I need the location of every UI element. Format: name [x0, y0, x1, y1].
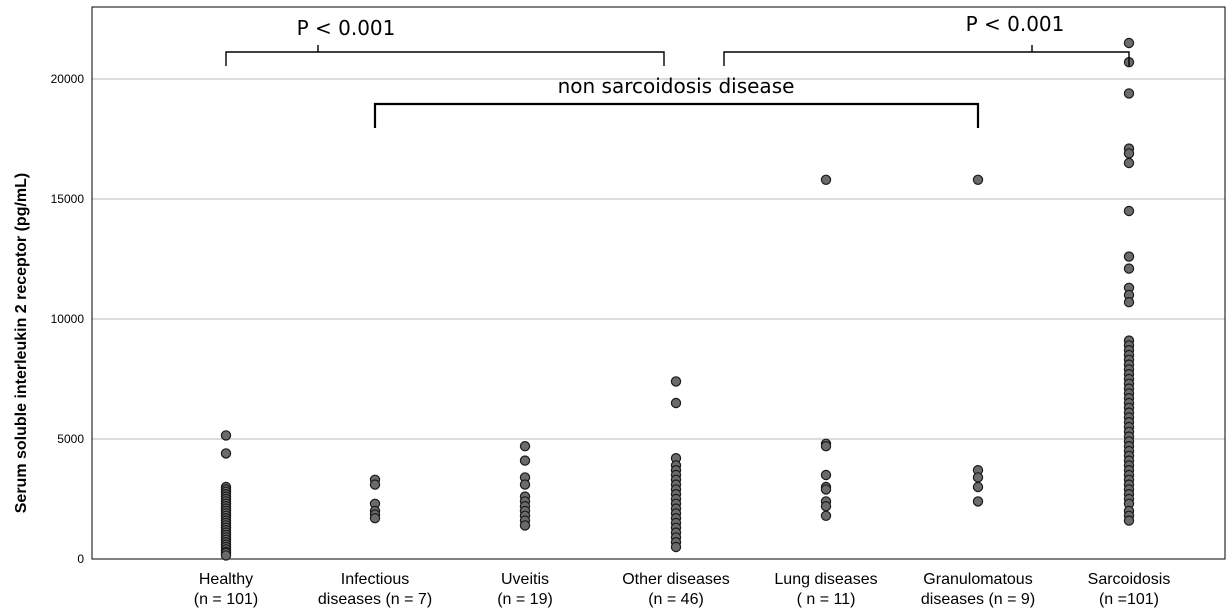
point-5-4: [820, 469, 832, 481]
point-3-1: [519, 441, 531, 452]
point-5-8: [820, 501, 832, 512]
point-1-1: [220, 430, 232, 441]
y-tick-label-20000: 20000: [51, 72, 85, 86]
bracket-left-line: [225, 45, 665, 66]
category-label-4-line1: Other diseases: [622, 571, 730, 588]
category-label-2-line2: diseases (n = 7): [318, 591, 432, 608]
point-7-50: [1123, 515, 1135, 526]
category-label-7-line1: Sarcoidosis: [1088, 571, 1171, 588]
point-4-21: [670, 541, 682, 553]
point-7-8: [1123, 251, 1135, 262]
x-category-labels: Healthy (n = 101) Infectious diseases (n = …: [194, 571, 1171, 608]
point-6-3: [972, 472, 984, 483]
category-label-5-line2: ( n = 11): [797, 591, 856, 608]
point-7-5: [1123, 148, 1135, 159]
y-tick-label-15000: 15000: [51, 192, 85, 206]
category-label-3-line1: Uveitis: [501, 571, 549, 588]
category-label-6-line1: Granulomatous: [923, 571, 1032, 588]
y-tick-labels: 0 5000 10000 15000 20000: [51, 72, 85, 566]
point-5-3: [820, 441, 832, 452]
p-value-left: P < 0.001: [297, 16, 396, 40]
category-label-1-line1: Healthy: [199, 571, 253, 588]
point-7-6: [1123, 157, 1135, 169]
point-6-1: [972, 174, 984, 185]
category-label-5-line1: Lung diseases: [774, 571, 877, 588]
point-3-11: [519, 520, 531, 531]
p-value-right: P < 0.001: [966, 12, 1065, 36]
non-sarcoidosis-bracket-line: [373, 102, 980, 128]
point-2-2: [369, 479, 381, 490]
point-6-5: [972, 496, 984, 507]
point-5-9: [820, 510, 832, 521]
category-label-3-line2: (n = 19): [497, 591, 553, 608]
point-4-1: [670, 376, 682, 387]
point-1-2: [220, 448, 232, 459]
point-7-12: [1123, 297, 1135, 308]
y-axis-label: Serum soluble interleukin 2 receptor (pg…: [13, 173, 30, 514]
point-7-1: [1123, 37, 1135, 49]
category-label-1-line2: (n = 101): [194, 591, 258, 608]
point-1-32: [220, 550, 232, 561]
data-points: [220, 37, 1135, 561]
gridlines: [92, 78, 1225, 440]
y-tick-label-0: 0: [77, 552, 84, 566]
y-tick-label-10000: 10000: [51, 312, 85, 326]
bracket-right-line: [723, 45, 1130, 66]
point-5-6: [820, 484, 832, 495]
point-7-9: [1123, 263, 1135, 274]
p-value-bracket-right: P < 0.001: [723, 12, 1130, 66]
non-sarcoidosis-bracket: non sarcoidosis disease: [373, 74, 980, 128]
point-2-6: [369, 513, 381, 524]
category-label-6-line2: diseases (n = 9): [921, 591, 1035, 608]
p-value-bracket-left: P < 0.001: [225, 16, 665, 66]
category-label-7-line2: (n =101): [1099, 591, 1159, 608]
point-3-2: [519, 455, 531, 466]
point-7-7: [1123, 205, 1135, 217]
category-label-4-line2: (n = 46): [648, 591, 704, 608]
category-label-2-line1: Infectious: [341, 571, 409, 588]
point-6-4: [972, 481, 984, 493]
point-3-4: [519, 479, 531, 490]
non-sarcoidosis-label: non sarcoidosis disease: [558, 74, 795, 98]
plot-frame: [91, 6, 1226, 560]
point-4-2: [670, 397, 682, 409]
point-5-1: [820, 174, 832, 185]
point-7-3: [1123, 88, 1135, 99]
y-tick-label-5000: 5000: [57, 432, 84, 446]
